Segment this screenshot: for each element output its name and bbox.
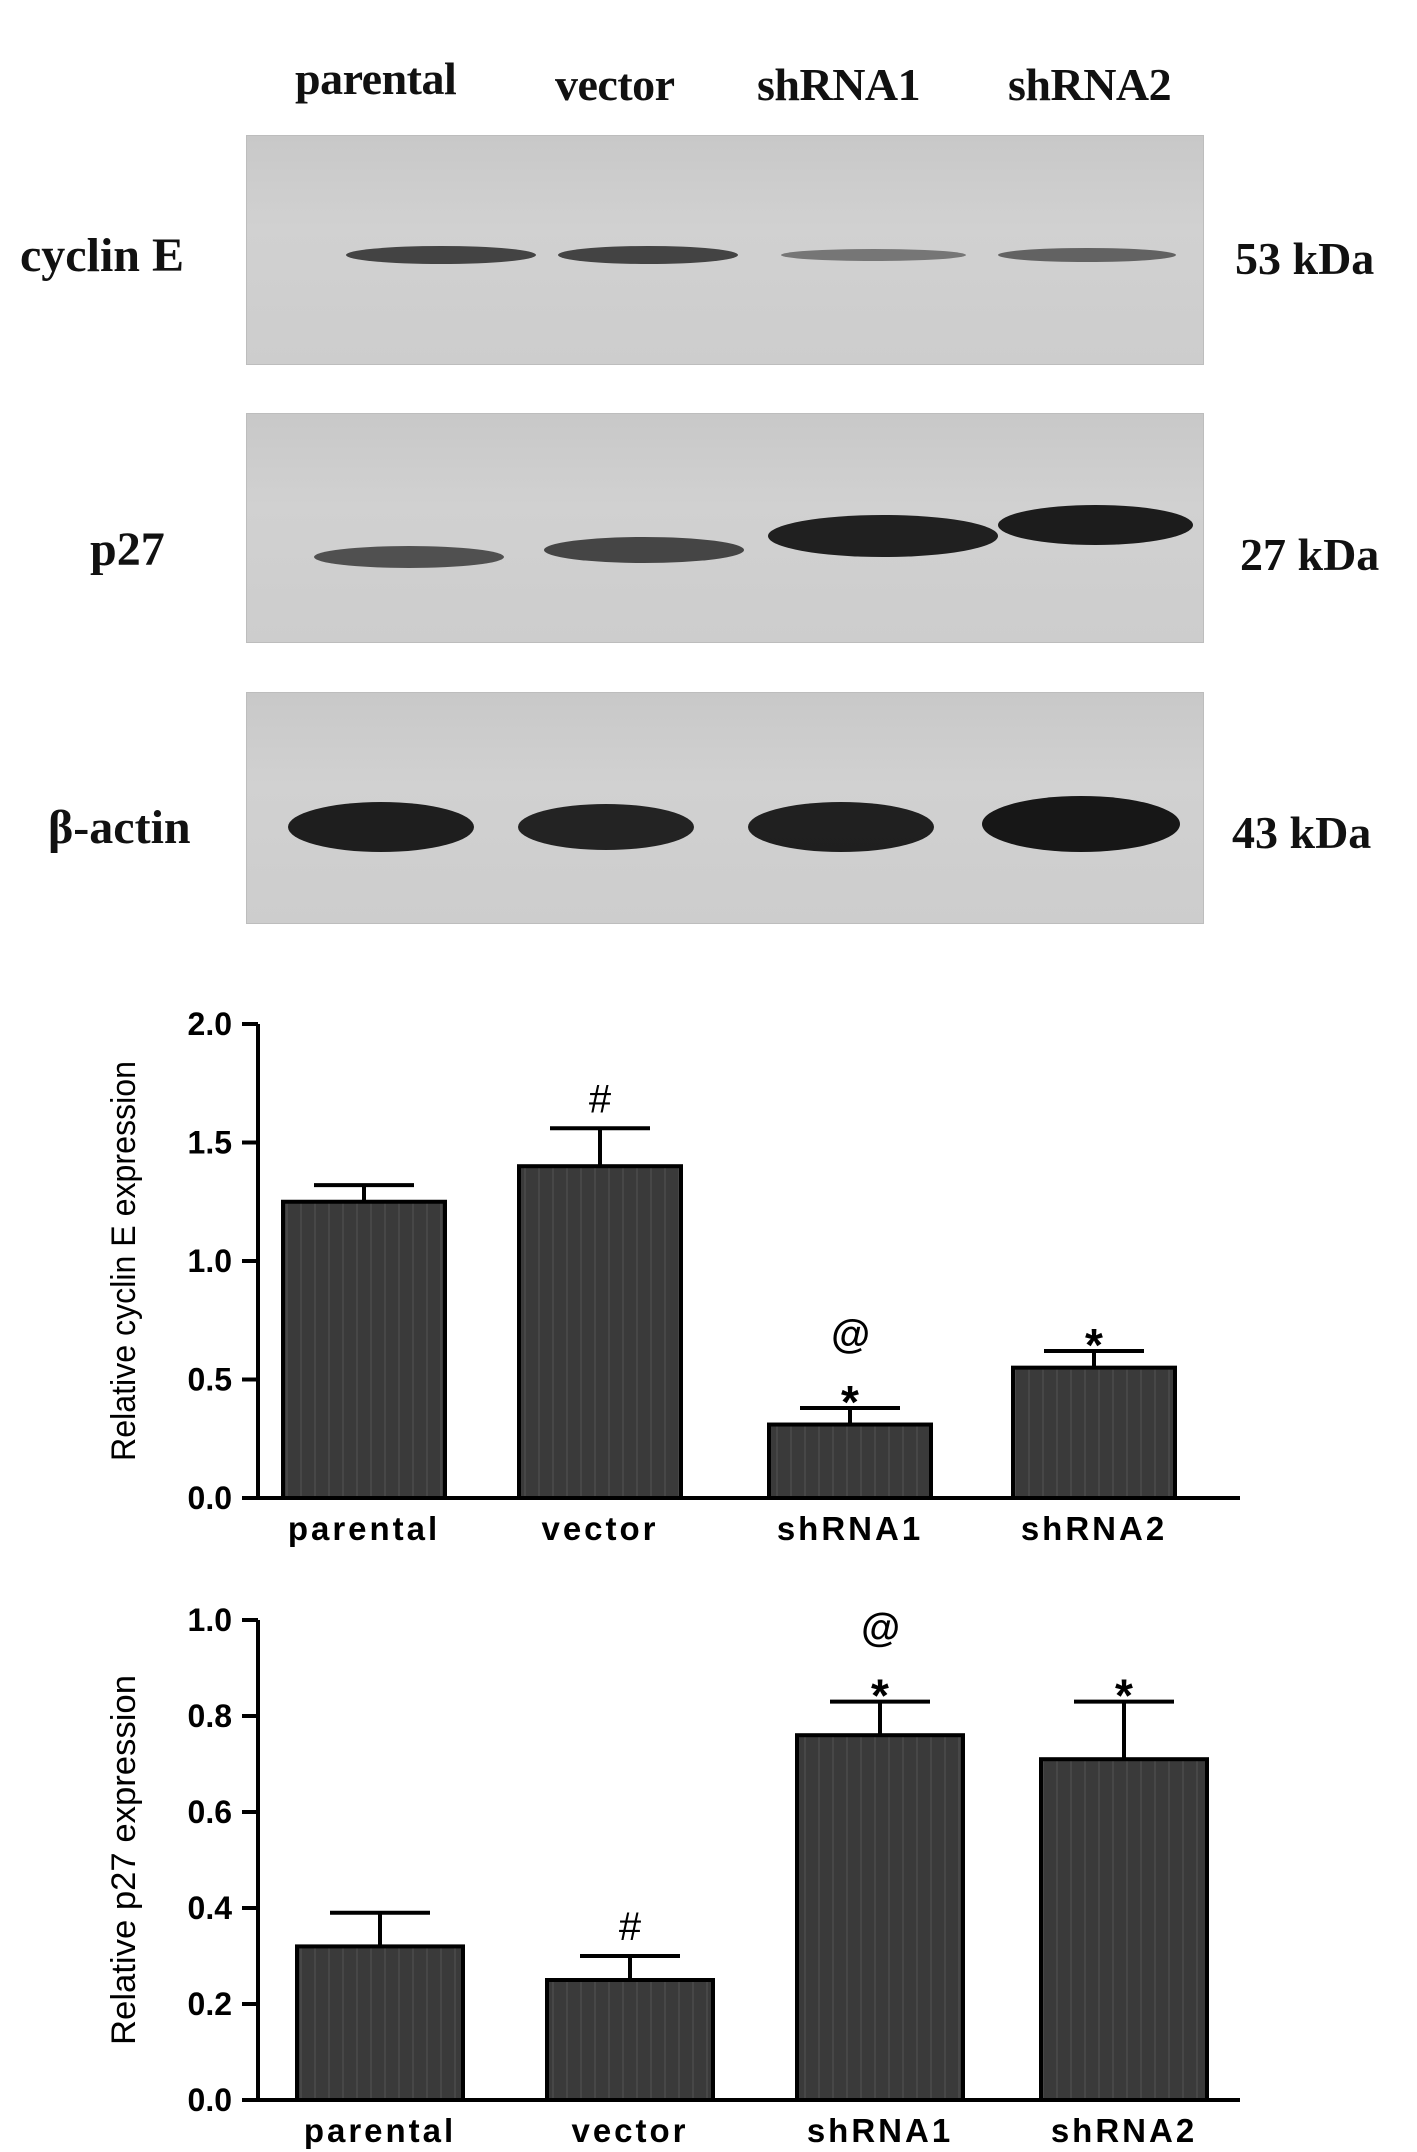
significance-mark: # <box>589 1077 612 1121</box>
x-tick-label: shRNA2 <box>1051 2112 1197 2149</box>
bar-shrna2 <box>1011 1365 1177 1500</box>
lane-label-parental: parental <box>295 53 457 104</box>
significance-mark: * <box>1085 1319 1103 1371</box>
bar-shrna2 <box>1039 1757 1209 2102</box>
row-label-cyclin-e: cyclin E <box>20 229 184 282</box>
x-tick-label: shRNA1 <box>807 2112 953 2149</box>
x-tick-label: vector <box>571 2112 688 2149</box>
y-tick-label: 0.6 <box>188 1794 232 1830</box>
band-beta-actin-shrna1 <box>748 802 934 852</box>
cyclin-e-bar-chart: 0.0 0.5 1.0 1.5 2.0 Relative cyclin E express… <box>105 1006 1240 1547</box>
y-tick-label: 2.0 <box>188 1006 232 1042</box>
y-tick-label: 0.0 <box>188 1480 232 1516</box>
y-tick-label: 1.0 <box>188 1602 232 1638</box>
y-axis-label: Relative cyclin E expression <box>105 1061 143 1461</box>
band-beta-actin-vector <box>518 804 694 850</box>
significance-mark: @ <box>830 1313 869 1357</box>
kda-label-p27: 27 kDa <box>1240 529 1380 580</box>
x-tick-label: shRNA1 <box>777 1510 923 1547</box>
blot-strip-p27 <box>246 413 1204 643</box>
p27-bar-chart: 0.0 0.2 0.4 0.6 0.8 1.0 Relative p27 expressio… <box>105 1602 1240 2149</box>
row-label-beta-actin: β-actin <box>48 801 191 854</box>
band-cyclin-e-vector <box>558 246 738 264</box>
band-cyclin-e-shrna2 <box>998 248 1176 262</box>
band-cyclin-e-shrna1 <box>781 249 966 261</box>
lane-label-vector: vector <box>555 59 675 110</box>
significance-mark: * <box>841 1376 859 1428</box>
kda-label-beta-actin: 43 kDa <box>1232 807 1372 858</box>
y-tick-label: 0.0 <box>188 2082 232 2118</box>
band-beta-actin-shrna2 <box>982 796 1180 852</box>
y-tick-label: 0.4 <box>188 1890 233 1926</box>
kda-label-cyclin-e: 53 kDa <box>1235 233 1375 284</box>
bar-vector <box>517 1164 683 1500</box>
blot-strip-beta-actin <box>246 692 1204 924</box>
bar-vector <box>545 1978 715 2102</box>
band-cyclin-e-parental <box>346 246 536 264</box>
band-p27-vector <box>544 537 744 563</box>
row-label-p27: p27 <box>90 523 165 576</box>
blot-strip-cyclin-e <box>246 135 1204 365</box>
bar-shrna1 <box>767 1422 933 1500</box>
band-p27-shrna1 <box>768 515 998 557</box>
bar-parental <box>281 1199 447 1500</box>
y-axis-label: Relative p27 expression <box>105 1675 143 2045</box>
band-beta-actin-parental <box>288 802 474 852</box>
y-tick-label: 1.0 <box>188 1243 232 1279</box>
significance-mark: * <box>1115 1670 1133 1722</box>
x-tick-label: vector <box>541 1510 658 1547</box>
band-p27-parental <box>314 546 504 568</box>
x-tick-label: parental <box>288 1510 440 1547</box>
significance-mark: # <box>619 1905 642 1949</box>
band-p27-shrna2 <box>998 505 1193 545</box>
y-tick-label: 0.8 <box>188 1698 232 1734</box>
y-tick-label: 0.5 <box>188 1362 232 1398</box>
x-tick-label: shRNA2 <box>1021 1510 1167 1547</box>
lane-label-shrna1: shRNA1 <box>757 59 921 110</box>
y-tick-label: 0.2 <box>188 1986 232 2022</box>
bar-parental <box>295 1944 465 2102</box>
y-tick-label: 1.5 <box>188 1125 232 1161</box>
significance-mark: * <box>871 1670 889 1722</box>
significance-mark: @ <box>860 1607 899 1651</box>
lane-label-shrna2: shRNA2 <box>1008 59 1172 110</box>
bar-shrna1 <box>795 1733 965 2102</box>
x-tick-label: parental <box>304 2112 456 2149</box>
